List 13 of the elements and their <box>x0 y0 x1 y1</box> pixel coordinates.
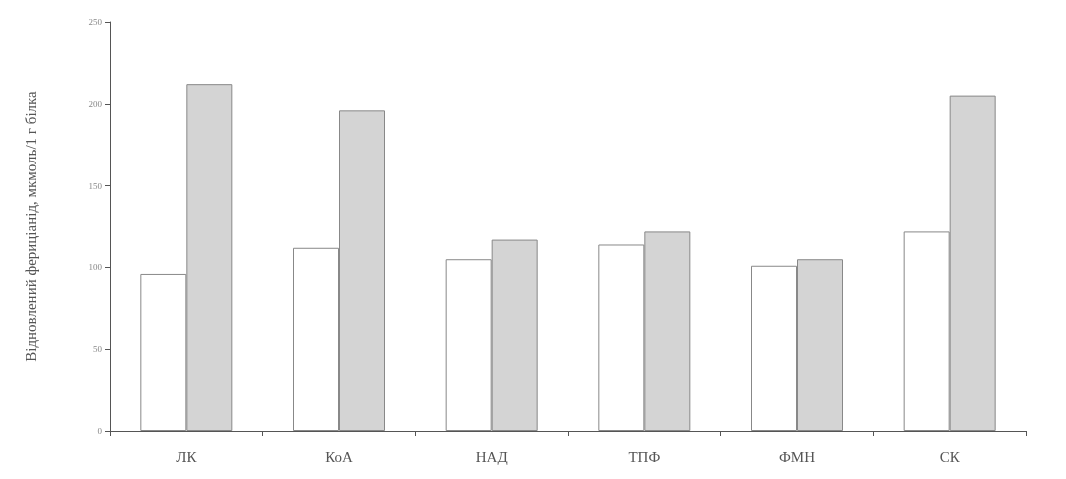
y-tick-label: 250 <box>88 17 103 27</box>
y-axis-title: Відновлений фериціанід, мкмоль/1 г білка <box>23 90 39 362</box>
x-tick-label: КоА <box>325 448 353 465</box>
x-tick-label: ТПФ <box>628 448 661 465</box>
y-tick-label: 150 <box>88 180 103 191</box>
y-tick-label: 50 <box>93 344 103 355</box>
x-tick-label: ЛК <box>176 448 198 465</box>
x-tick-label: ФМН <box>778 448 816 465</box>
y-tick-label: 100 <box>88 262 103 273</box>
y-tick-label: 200 <box>88 98 103 109</box>
x-tick-label: НАД <box>475 448 508 465</box>
y-tick-label: 0 <box>97 426 103 436</box>
x-tick-label: СК <box>939 448 961 465</box>
